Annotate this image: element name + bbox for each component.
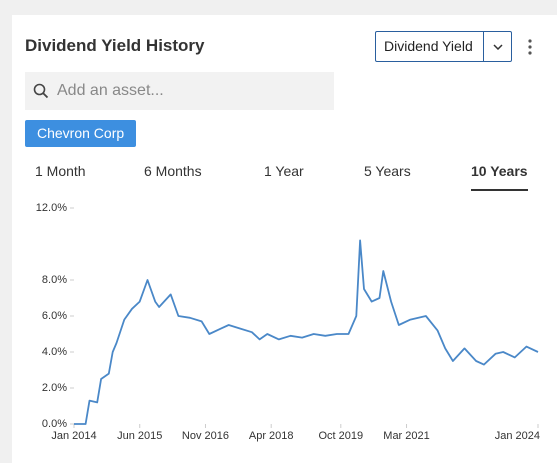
card: Dividend Yield History Dividend Yield Ad… [12, 15, 557, 463]
x-tick-label: Apr 2018 [249, 430, 294, 442]
search-icon [33, 83, 49, 99]
x-tick-label: Oct 2019 [318, 430, 363, 442]
range-tab[interactable]: 10 Years [471, 163, 528, 191]
x-tick-label: Jan 2024 [495, 430, 540, 442]
chevron-icon [484, 32, 511, 61]
y-tick-label: 8.0% [42, 274, 67, 286]
asset-search[interactable]: Add an asset... [25, 72, 334, 110]
range-tab[interactable]: 1 Month [35, 163, 86, 179]
range-tab[interactable]: 1 Year [264, 163, 304, 179]
x-tick-label: Mar 2021 [383, 430, 429, 442]
x-tick-label: Nov 2016 [182, 430, 229, 442]
range-tab[interactable]: 5 Years [364, 163, 411, 179]
yield-line [74, 239, 539, 425]
y-tick-label: 4.0% [42, 346, 67, 358]
x-tick-label: Jan 2014 [51, 430, 96, 442]
asset-chip[interactable]: Chevron Corp [25, 120, 137, 147]
y-tick-label: 6.0% [42, 310, 67, 322]
y-tick-label: 2.0% [42, 382, 67, 394]
more-menu[interactable] [527, 39, 533, 55]
x-tick-label: Jun 2015 [117, 430, 162, 442]
metric-dropdown[interactable]: Dividend Yield [375, 31, 512, 62]
y-tick-label: 0.0% [42, 418, 67, 430]
page-title: Dividend Yield History [25, 36, 205, 55]
dropdown-label: Dividend Yield [376, 32, 484, 61]
y-tick-label: 12.0% [36, 202, 67, 214]
search-placeholder: Add an asset... [57, 82, 164, 99]
range-tab[interactable]: 6 Months [144, 163, 202, 179]
